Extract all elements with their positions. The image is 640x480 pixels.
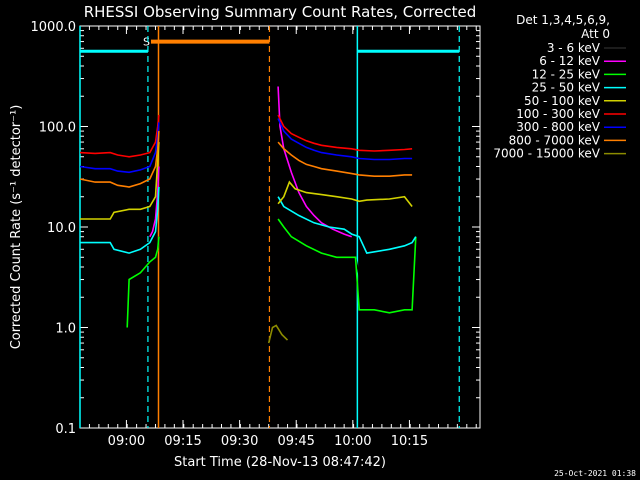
legend-label: 100 - 300 keV: [516, 107, 600, 121]
legend-label: 6 - 12 keV: [539, 54, 601, 68]
x-axis-ticks: 09:00 09:15 09:30 09:45 10:00 10:15: [79, 26, 477, 449]
chart-title: RHESSI Observing Summary Count Rates, Co…: [84, 3, 477, 21]
legend-label: 25 - 50 keV: [532, 81, 601, 95]
plot-frame: [79, 25, 481, 429]
y-tick-label: 1000.0: [31, 20, 77, 35]
legend-label: 800 - 7000 keV: [509, 133, 601, 147]
x-axis-label: Start Time (28-Nov-13 08:47:42): [174, 455, 386, 470]
event-markers: S: [79, 26, 460, 428]
series-line: [277, 180, 413, 207]
legend-title-line-1: Det 1,3,4,5,6,9,: [516, 13, 610, 27]
legend-label: 7000 - 15000 keV: [493, 147, 600, 161]
series-line: [277, 196, 417, 254]
series-line: [80, 186, 160, 254]
legend-label: 3 - 6 keV: [547, 41, 601, 55]
series-line: [277, 114, 413, 152]
series-line: [277, 86, 352, 238]
legend-label: 12 - 25 keV: [532, 67, 601, 81]
series-line: [277, 218, 417, 314]
legend-label: 50 - 100 keV: [524, 94, 601, 108]
x-tick-label: 09:15: [164, 434, 201, 449]
y-axis-label: Corrected Count Rate (s⁻¹ detector⁻¹): [9, 105, 24, 350]
saa-label: S: [143, 36, 150, 49]
y-tick-label: 1.0: [55, 322, 76, 337]
series-line: [277, 156, 375, 277]
x-tick-label: 10:15: [391, 434, 428, 449]
x-tick-label: 10:00: [334, 434, 371, 449]
series-line: [277, 118, 413, 161]
y-tick-label: 10.0: [47, 221, 76, 236]
x-tick-label: 09:45: [277, 434, 314, 449]
series-line: [80, 142, 160, 220]
legend-label: 300 - 800 keV: [516, 120, 600, 134]
series-line: [267, 324, 289, 344]
x-tick-label: 09:00: [108, 434, 145, 449]
series-line: [149, 166, 160, 238]
series-line: [277, 141, 413, 177]
y-axis-ticks: 1000.0 100.0 10.0 1.0 0.1: [31, 20, 480, 437]
series-lines: [79, 86, 417, 344]
series-line: [79, 131, 160, 188]
legend-title-line-2: Att 0: [581, 27, 610, 41]
y-tick-label: 0.1: [55, 422, 76, 437]
series-line: [79, 114, 160, 158]
footer-timestamp: 25-Oct-2021 01:38: [554, 469, 636, 478]
y-tick-label: 100.0: [39, 121, 76, 136]
x-tick-label: 09:30: [221, 434, 258, 449]
series-line: [79, 122, 160, 174]
series-line: [126, 236, 160, 328]
